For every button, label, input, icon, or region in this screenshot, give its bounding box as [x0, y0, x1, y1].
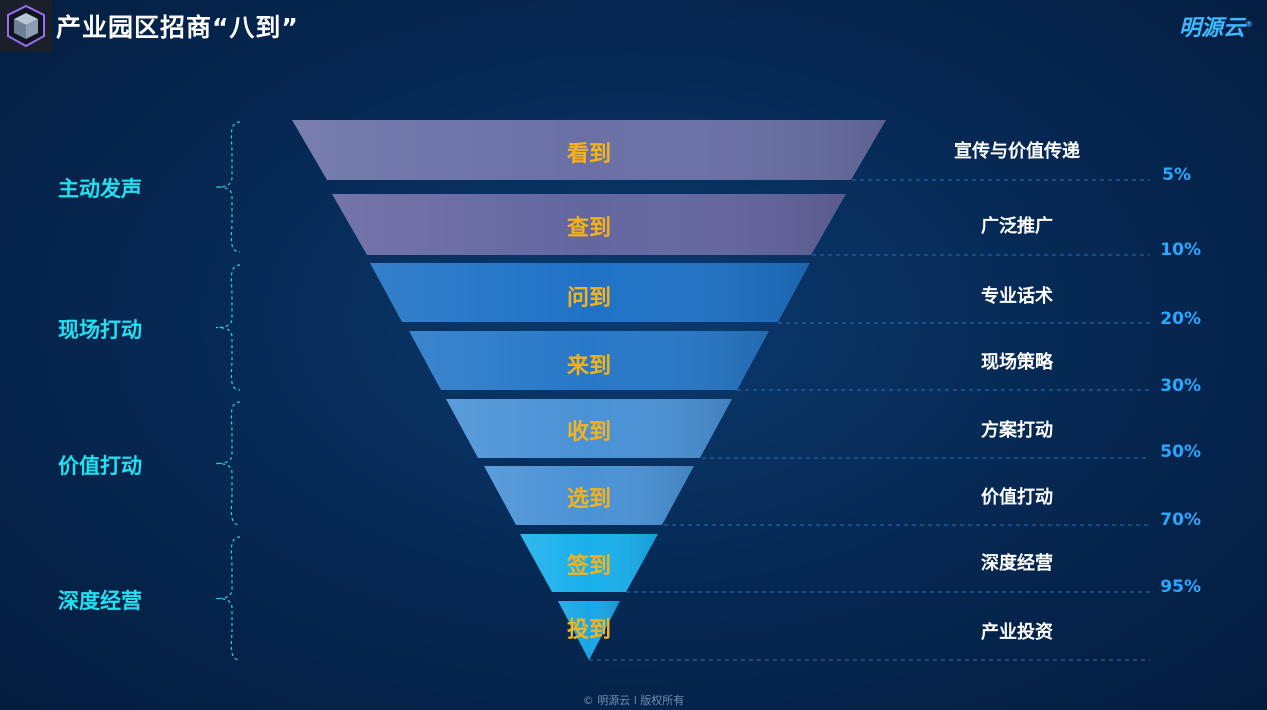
registered-mark: ®	[1245, 19, 1253, 29]
stage-label: 收到	[566, 420, 611, 445]
group-label-proactive: 主动发声	[58, 177, 142, 201]
stage-label: 看到	[566, 142, 611, 167]
stage-percentage: 70%	[1160, 510, 1201, 530]
stage-percentage: 30%	[1160, 376, 1201, 396]
brand-name: 明源云	[1178, 16, 1245, 41]
group-brace	[215, 264, 241, 391]
group-brace	[215, 401, 241, 526]
page-title: 产业园区招商“八到”	[56, 13, 299, 42]
stage-label: 签到	[566, 554, 611, 579]
funnel-layer-shading	[292, 120, 886, 180]
app-logo	[0, 0, 52, 52]
stage-label: 问到	[566, 286, 611, 311]
group-label-deep: 深度经营	[58, 589, 142, 613]
copyright-footer: © 明源云 l 版权所有	[582, 694, 685, 707]
stage-description: 广泛推广	[981, 216, 1053, 237]
group-label-onsite: 现场打动	[58, 318, 142, 342]
cube-icon	[7, 4, 45, 48]
funnel-layer-shading	[484, 466, 694, 525]
funnel-layer-shading	[370, 263, 810, 322]
stage-description: 深度经营	[981, 553, 1053, 574]
stage-label: 投到	[566, 618, 611, 643]
funnel-layer-shading	[332, 194, 846, 255]
funnel-layer-shading	[558, 601, 620, 660]
funnel-layer-shading	[520, 534, 658, 592]
brand-logo: 明源云®	[1179, 10, 1253, 42]
stage-label: 查到	[566, 216, 611, 241]
stage-percentage: 10%	[1160, 240, 1201, 260]
stage-description: 宣传与价值传递	[954, 141, 1080, 162]
funnel-layer-shading	[409, 331, 769, 390]
funnel-layer-shading	[446, 399, 732, 458]
stage-percentage: 50%	[1160, 442, 1201, 462]
stage-percentage: 20%	[1160, 309, 1201, 329]
stage-description: 产业投资	[981, 622, 1053, 643]
stage-description: 现场策略	[981, 352, 1053, 373]
stage-label: 来到	[566, 354, 611, 379]
stage-label: 选到	[566, 487, 611, 512]
group-label-value: 价值打动	[58, 454, 142, 478]
group-brace	[215, 121, 241, 253]
group-brace	[215, 536, 241, 661]
stage-description: 方案打动	[981, 420, 1053, 441]
stage-description: 价值打动	[981, 487, 1053, 508]
stage-percentage: 95%	[1160, 577, 1201, 597]
stage-description: 专业话术	[981, 286, 1053, 307]
stage-percentage: 5%	[1162, 165, 1191, 185]
